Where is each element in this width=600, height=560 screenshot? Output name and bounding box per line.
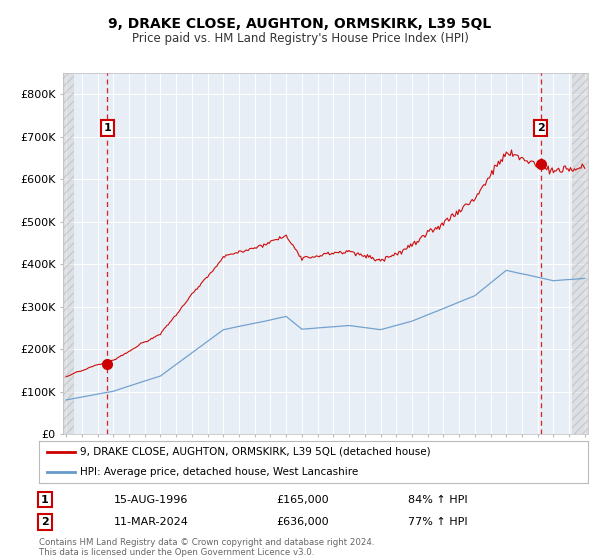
Text: Price paid vs. HM Land Registry's House Price Index (HPI): Price paid vs. HM Land Registry's House … (131, 32, 469, 45)
Text: £165,000: £165,000 (276, 494, 329, 505)
Text: 1: 1 (41, 494, 49, 505)
Text: 77% ↑ HPI: 77% ↑ HPI (408, 517, 467, 527)
Bar (63, 73, 74, 434)
Text: 2: 2 (41, 517, 49, 527)
Text: 2: 2 (537, 123, 545, 133)
Text: 11-MAR-2024: 11-MAR-2024 (114, 517, 189, 527)
Text: 9, DRAKE CLOSE, AUGHTON, ORMSKIRK, L39 5QL (detached house): 9, DRAKE CLOSE, AUGHTON, ORMSKIRK, L39 5… (80, 447, 431, 456)
Text: Contains HM Land Registry data © Crown copyright and database right 2024.
This d: Contains HM Land Registry data © Crown c… (39, 538, 374, 557)
Text: 15-AUG-1996: 15-AUG-1996 (114, 494, 188, 505)
Bar (572, 73, 588, 434)
Text: £636,000: £636,000 (276, 517, 329, 527)
Text: 9, DRAKE CLOSE, AUGHTON, ORMSKIRK, L39 5QL: 9, DRAKE CLOSE, AUGHTON, ORMSKIRK, L39 5… (109, 17, 491, 31)
Text: 1: 1 (103, 123, 111, 133)
Text: HPI: Average price, detached house, West Lancashire: HPI: Average price, detached house, West… (80, 467, 358, 477)
Text: 84% ↑ HPI: 84% ↑ HPI (408, 494, 467, 505)
